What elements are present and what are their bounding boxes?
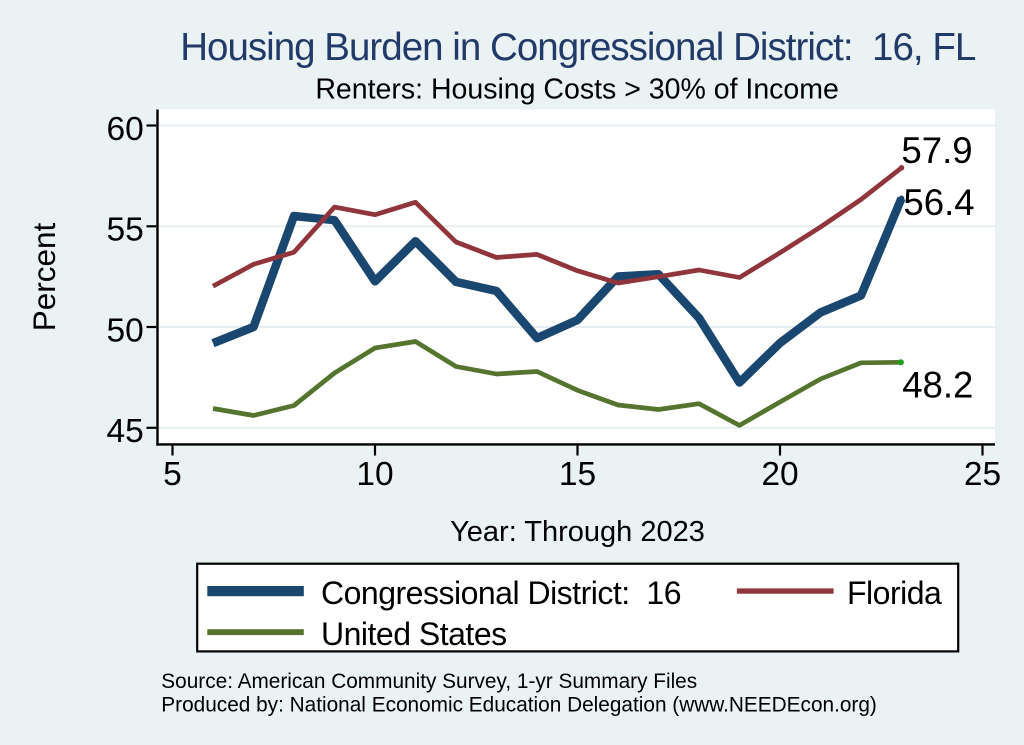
svg-text:Source: American Community Sur: Source: American Community Survey, 1-yr … [161, 670, 697, 693]
svg-text:20: 20 [761, 456, 798, 493]
svg-text:45: 45 [107, 413, 144, 450]
svg-text:Year: Through 2023: Year: Through 2023 [450, 516, 705, 548]
svg-text:United States: United States [321, 616, 507, 652]
svg-text:50: 50 [107, 312, 144, 349]
svg-text:60: 60 [107, 111, 144, 148]
svg-text:57.9: 57.9 [901, 130, 972, 171]
svg-text:55: 55 [107, 212, 144, 249]
svg-text:56.4: 56.4 [903, 182, 974, 223]
svg-text:10: 10 [356, 456, 393, 493]
svg-text:Renters: Housing Costs > 30% o: Renters: Housing Costs > 30% of Income [315, 74, 839, 106]
svg-text:Housing Burden in Congressiona: Housing Burden in Congressional District… [180, 26, 976, 69]
svg-text:Congressional District: 16: Congressional District: 16 [321, 575, 681, 611]
svg-text:25: 25 [964, 456, 1001, 493]
svg-text:5: 5 [163, 456, 182, 493]
svg-text:Produced by: National Economic: Produced by: National Economic Education… [161, 693, 877, 716]
svg-text:Florida: Florida [847, 575, 942, 611]
svg-text:48.2: 48.2 [902, 365, 973, 406]
svg-text:Percent: Percent [26, 222, 62, 331]
svg-text:15: 15 [559, 456, 596, 493]
